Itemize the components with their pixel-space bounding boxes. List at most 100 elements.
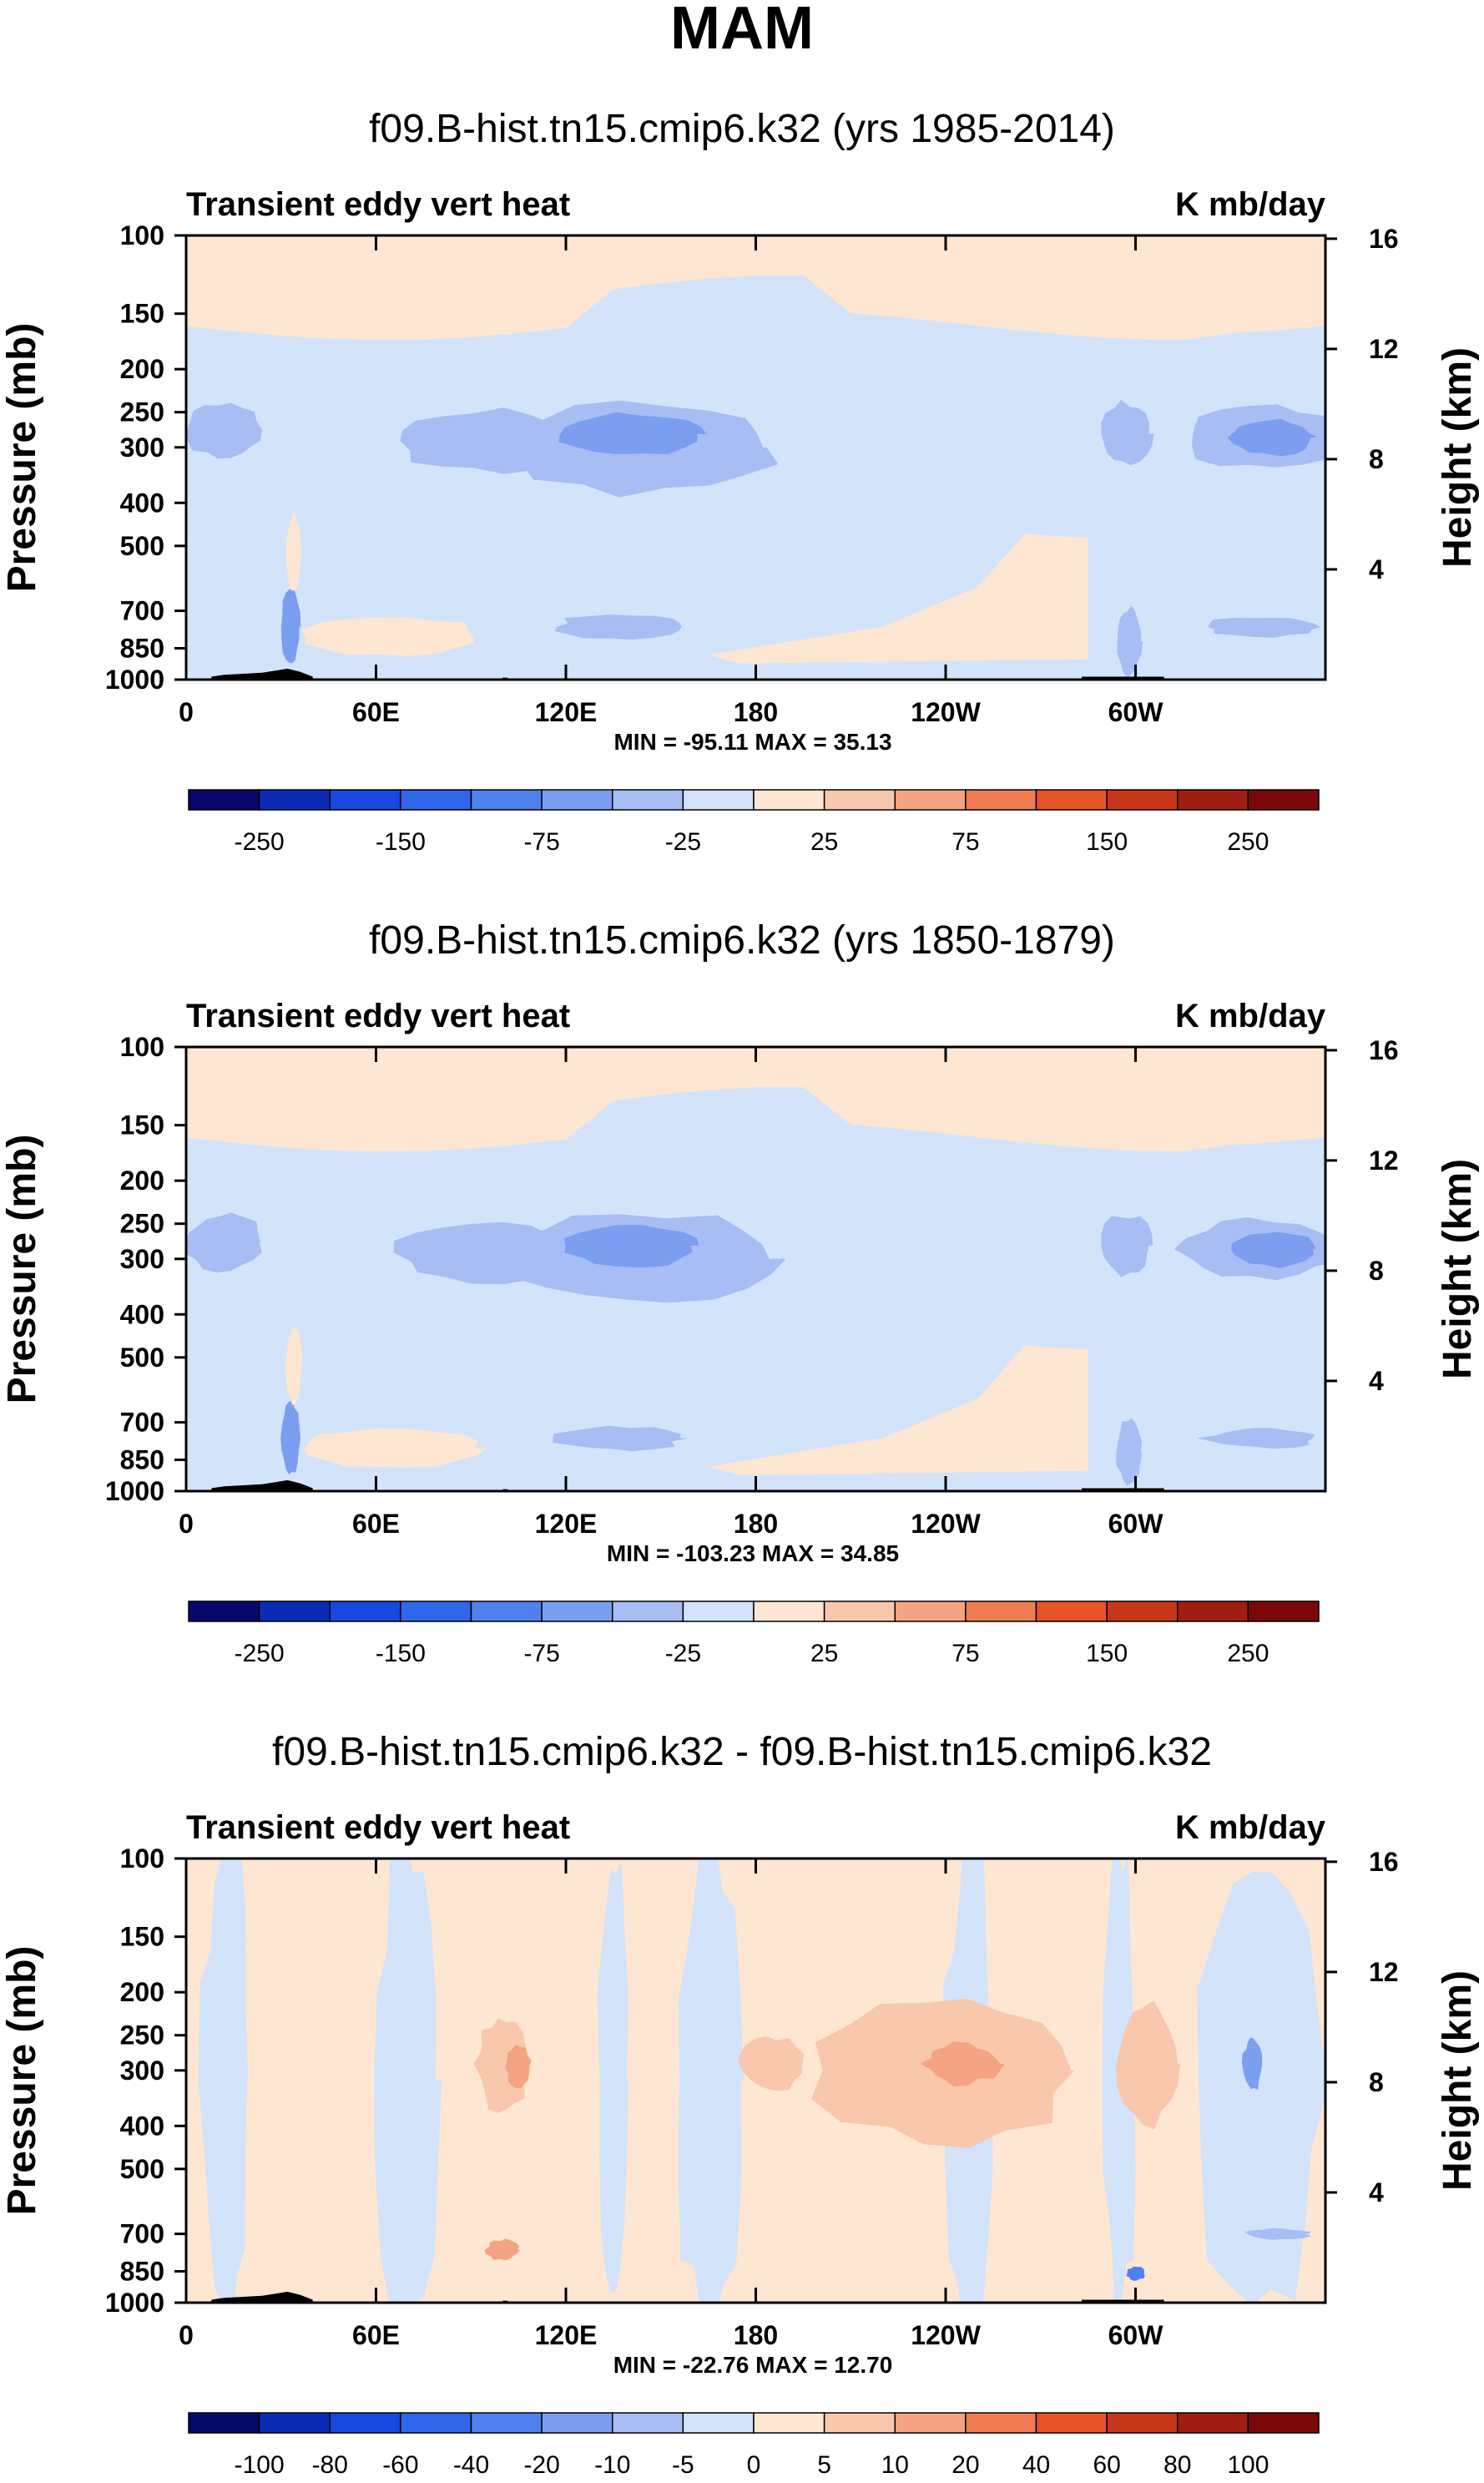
colorbar-swatch xyxy=(894,2412,967,2434)
colorbar-label: 75 xyxy=(951,1640,979,1667)
x-tick-label: 60W xyxy=(1108,697,1164,727)
colorbar-label: 60 xyxy=(1093,2451,1120,2479)
colorbar: -250 -150 -75 -25 25 75 150 250 xyxy=(188,789,1320,856)
colorbar-label: 150 xyxy=(1086,1640,1128,1667)
topography-andes xyxy=(1082,2299,1164,2303)
colorbar-label: -25 xyxy=(665,1640,701,1667)
colorbar-swatch xyxy=(823,1601,896,1622)
upper-positive-layer xyxy=(186,235,1325,341)
colorbar-swatch xyxy=(400,789,472,811)
colorbar-swatch xyxy=(329,789,401,811)
y-tick-label: 500 xyxy=(120,531,164,561)
colorbar-swatch xyxy=(753,1601,825,1622)
colorbar-label: -75 xyxy=(523,828,559,856)
negative-strip-2 xyxy=(374,1858,442,2303)
y-tick-label: 1000 xyxy=(105,665,164,695)
colorbar-swatch xyxy=(541,789,613,811)
topography-asia xyxy=(211,1479,313,1491)
colorbar-label: -60 xyxy=(382,2451,418,2479)
y-right-axis-title: Height (km) xyxy=(1436,1159,1480,1379)
colorbar-swatch xyxy=(612,789,684,811)
y-tick-label: 1000 xyxy=(105,2288,164,2318)
x-tick-label: 0 xyxy=(179,1509,194,1539)
y-right-tick-label: 4 xyxy=(1369,554,1384,584)
colorbar-swatch xyxy=(1035,2412,1108,2434)
colorbar-swatch xyxy=(1035,1601,1108,1622)
colorbar-swatch xyxy=(470,789,543,811)
min-max-stats: MIN = -95.11 MAX = 35.13 xyxy=(613,729,891,755)
lower-positive-asia xyxy=(301,617,474,656)
y-tick-label: 250 xyxy=(120,1209,164,1239)
x-tick-label: 60E xyxy=(352,2320,400,2350)
min-max-stats: MIN = -22.76 MAX = 12.70 xyxy=(613,2352,893,2378)
y-right-tick-label: 16 xyxy=(1369,1847,1399,1877)
x-tick-label: 60W xyxy=(1108,2320,1164,2350)
colorbar-label: 250 xyxy=(1227,828,1269,856)
colorbar-label: -40 xyxy=(453,2451,489,2479)
colorbar-swatch xyxy=(329,1601,401,1622)
variable-label: Transient eddy vert heat xyxy=(186,1809,570,1846)
colorbar-label: 20 xyxy=(951,2451,979,2479)
colorbar-swatch xyxy=(258,789,331,811)
y-right-tick-label: 16 xyxy=(1369,224,1399,254)
colorbar-swatch xyxy=(470,2412,543,2434)
colorbar-swatch xyxy=(753,2412,825,2434)
colorbar-swatch xyxy=(682,1601,755,1622)
panel-title: f09.B-hist.tn15.cmip6.k32 - f09.B-hist.t… xyxy=(272,1730,1212,1774)
x-tick-label: 180 xyxy=(734,697,778,727)
colorbar-swatch xyxy=(1106,789,1179,811)
x-tick-label: 120E xyxy=(535,697,598,727)
low-negative-band xyxy=(553,1425,689,1452)
y-tick-label: 250 xyxy=(120,2020,164,2051)
y-tick-label: 300 xyxy=(120,1244,164,1274)
colorbar-swatch xyxy=(188,2412,260,2434)
contour-field xyxy=(186,1047,1325,1491)
colorbar-label: -20 xyxy=(523,2451,559,2479)
colorbar-swatch xyxy=(258,1601,331,1622)
negative-blob-7 xyxy=(1231,1231,1316,1269)
colorbar-swatch xyxy=(188,1601,260,1622)
x-tick-label: 60W xyxy=(1108,1509,1164,1539)
colorbar-swatch xyxy=(823,789,896,811)
y-tick-label: 150 xyxy=(120,1922,164,1952)
y-right-tick-label: 8 xyxy=(1369,1256,1384,1286)
contour-field xyxy=(186,235,1325,680)
units-label: K mb/day xyxy=(1175,1809,1326,1846)
units-label: K mb/day xyxy=(1175,998,1326,1034)
colorbar-label: -10 xyxy=(594,2451,630,2479)
variable-label: Transient eddy vert heat xyxy=(186,186,570,223)
units-label: K mb/day xyxy=(1175,186,1326,223)
chart-panel-1: f09.B-hist.tn15.cmip6.k32 (yrs 1985-2014… xyxy=(0,107,1480,856)
colorbar-label: -150 xyxy=(376,828,426,856)
colorbar-label: 100 xyxy=(1227,2451,1269,2479)
y-tick-label: 100 xyxy=(120,1032,164,1062)
colorbar-label: -75 xyxy=(523,1640,559,1667)
y-axis-title: Pressure (mb) xyxy=(0,1135,44,1404)
colorbar-swatch xyxy=(188,789,260,811)
positive-blob-2 xyxy=(504,2045,532,2089)
negative-strip-7 xyxy=(1197,1871,1325,2303)
min-max-stats: MIN = -103.23 MAX = 34.85 xyxy=(607,1540,899,1566)
y-tick-label: 700 xyxy=(120,2219,164,2249)
chart-panel-3: f09.B-hist.tn15.cmip6.k32 - f09.B-hist.t… xyxy=(0,1730,1480,2479)
negative-strip-1 xyxy=(198,1858,249,2303)
negative-blob-7 xyxy=(1227,418,1318,457)
y-tick-label: 850 xyxy=(120,1444,164,1474)
colorbar-swatch xyxy=(541,2412,613,2434)
colorbar-label: 25 xyxy=(810,1640,838,1667)
negative-strip-3 xyxy=(597,1862,628,2293)
y-tick-label: 400 xyxy=(120,2111,164,2141)
topography-andes xyxy=(1082,1488,1164,1491)
colorbar-swatch xyxy=(823,2412,896,2434)
colorbar-label: -25 xyxy=(665,828,701,856)
negative-strip-4 xyxy=(678,1858,745,2303)
colorbar-swatch xyxy=(1247,1601,1320,1622)
low-negative-atlantic xyxy=(1116,1418,1143,1486)
colorbar-swatch xyxy=(894,1601,967,1622)
panel-title: f09.B-hist.tn15.cmip6.k32 (yrs 1985-2014… xyxy=(369,107,1115,151)
x-tick-label: 0 xyxy=(179,2320,194,2350)
chart-panel-2: f09.B-hist.tn15.cmip6.k32 (yrs 1850-1879… xyxy=(0,918,1480,1667)
colorbar-swatch xyxy=(753,789,825,811)
x-tick-label: 0 xyxy=(179,697,194,727)
y-tick-label: 100 xyxy=(120,220,164,250)
